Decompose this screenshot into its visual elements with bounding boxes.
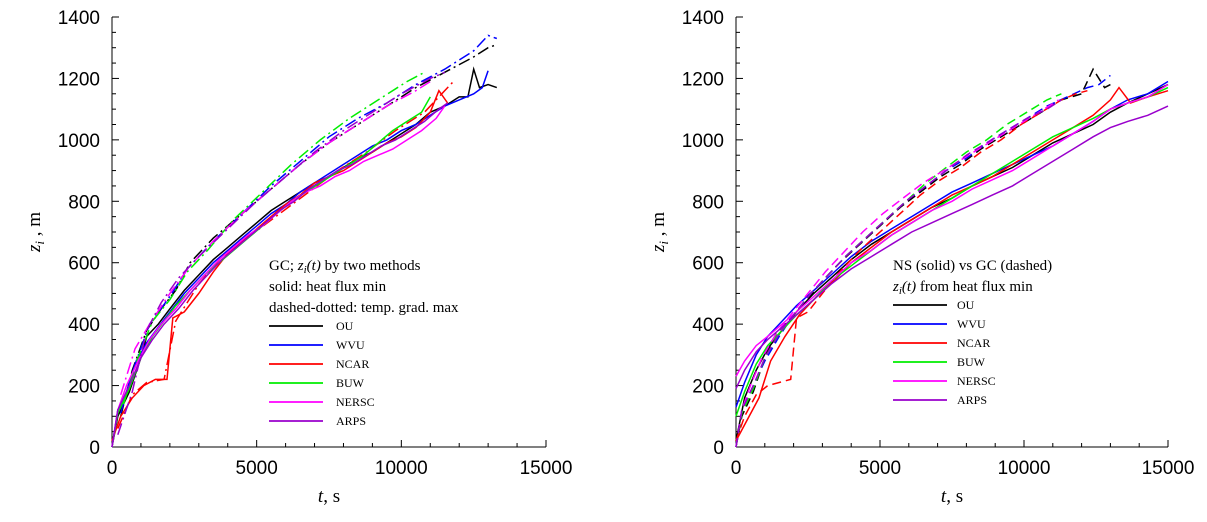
series-line-ou-solid [111,66,498,448]
x-tick-label: 5000 [236,458,278,479]
x-tick-label: 15000 [520,458,573,479]
series-line-ncar-dashed [735,89,1088,442]
legend-label-ncar: NCAR [336,357,369,371]
series-line-buw-solid [735,86,1169,417]
legend-label-wvu: WVU [336,338,365,352]
x-tick-label: 10000 [998,458,1051,479]
legend: NS (solid) vs GC (dashed) zi(t) from heat… [892,258,1052,407]
series-line-nersc-solid [735,83,1169,377]
series-line-wvu-dashed [735,74,1111,448]
legend-label-ou: OU [336,319,354,333]
y-tick-label: 600 [68,254,100,275]
y-tick-label: 600 [692,254,724,275]
legend-label-ou: OU [957,298,975,312]
series-line-nersc-dashed [735,99,1060,448]
legend-label-arps: ARPS [336,414,366,428]
legend-label-arps: ARPS [957,393,987,407]
y-tick-label: 1200 [58,69,100,90]
y-tick-label: 1400 [58,8,100,29]
series-line-wvu-solid [735,80,1169,408]
series-line-arps-solid [111,102,449,448]
series-line-arps-dashed [735,99,1062,448]
series-line-ou-dashdot [119,43,498,417]
legend-header-line-1: NS (solid) vs GC (dashed) [893,258,1052,274]
y-tick-label: 800 [68,192,100,213]
y-tick-label: 1400 [682,8,724,29]
y-axis-label: zi , m [24,212,47,253]
series-line-buw-dashdot [122,71,425,405]
legend-label-nersc: NERSC [336,395,375,409]
y-axis-label: zi , m [648,212,671,253]
y-tick-label: 400 [68,315,100,336]
x-tick-label: 15000 [1142,458,1195,479]
series-line-wvu-dashdot [119,34,498,414]
y-tick-label: 400 [692,315,724,336]
y-tick-label: 800 [692,192,724,213]
legend-header-line-2: zi(t) from heat flux min [892,279,1033,297]
chart-panel-2: 0 5000 10000 15000 0 200 400 600 800 1000 1200 1400… [648,8,1194,507]
x-tick-label: 0 [107,458,118,479]
legend-label-nersc: NERSC [957,374,996,388]
y-tick-label: 1000 [58,131,100,152]
legend-label-ncar: NCAR [957,336,990,350]
y-tick-label: 200 [68,377,100,398]
series-line-nersc-dashdot [119,80,431,396]
y-tick-label: 200 [692,377,724,398]
y-tick-label: 0 [89,438,100,459]
x-axis-label: t, s [318,486,340,507]
y-tick-label: 1200 [682,69,724,90]
y-tick-label: 0 [713,438,724,459]
legend-label-buw: BUW [336,376,365,390]
legend-header-line-1: GC; zi(t) by two methods [269,258,421,276]
legend-header-line-2: solid: heat flux min [269,279,387,295]
legend: GC; zi(t) by two methods solid: heat flux… [269,258,459,428]
series-line-arps-solid [735,105,1169,389]
x-tick-label: 5000 [859,458,901,479]
x-tick-label: 10000 [375,458,428,479]
legend-label-buw: BUW [957,355,986,369]
series-line-ncar-dashdot [117,80,454,429]
series-line-nersc-solid [111,105,446,448]
x-axis-label: t, s [941,486,963,507]
legend-header-line-3: dashed-dotted: temp. grad. max [269,300,459,316]
legend-label-wvu: WVU [957,317,986,331]
series-line-arps-dashdot [117,71,445,435]
series-line-ncar-solid [735,86,1169,442]
x-tick-label: 0 [731,458,742,479]
y-tick-label: 1000 [682,131,724,152]
chart-panel-1: 0 5000 10000 15000 0 200 400 600 800 1000 1200 1400… [24,8,572,507]
